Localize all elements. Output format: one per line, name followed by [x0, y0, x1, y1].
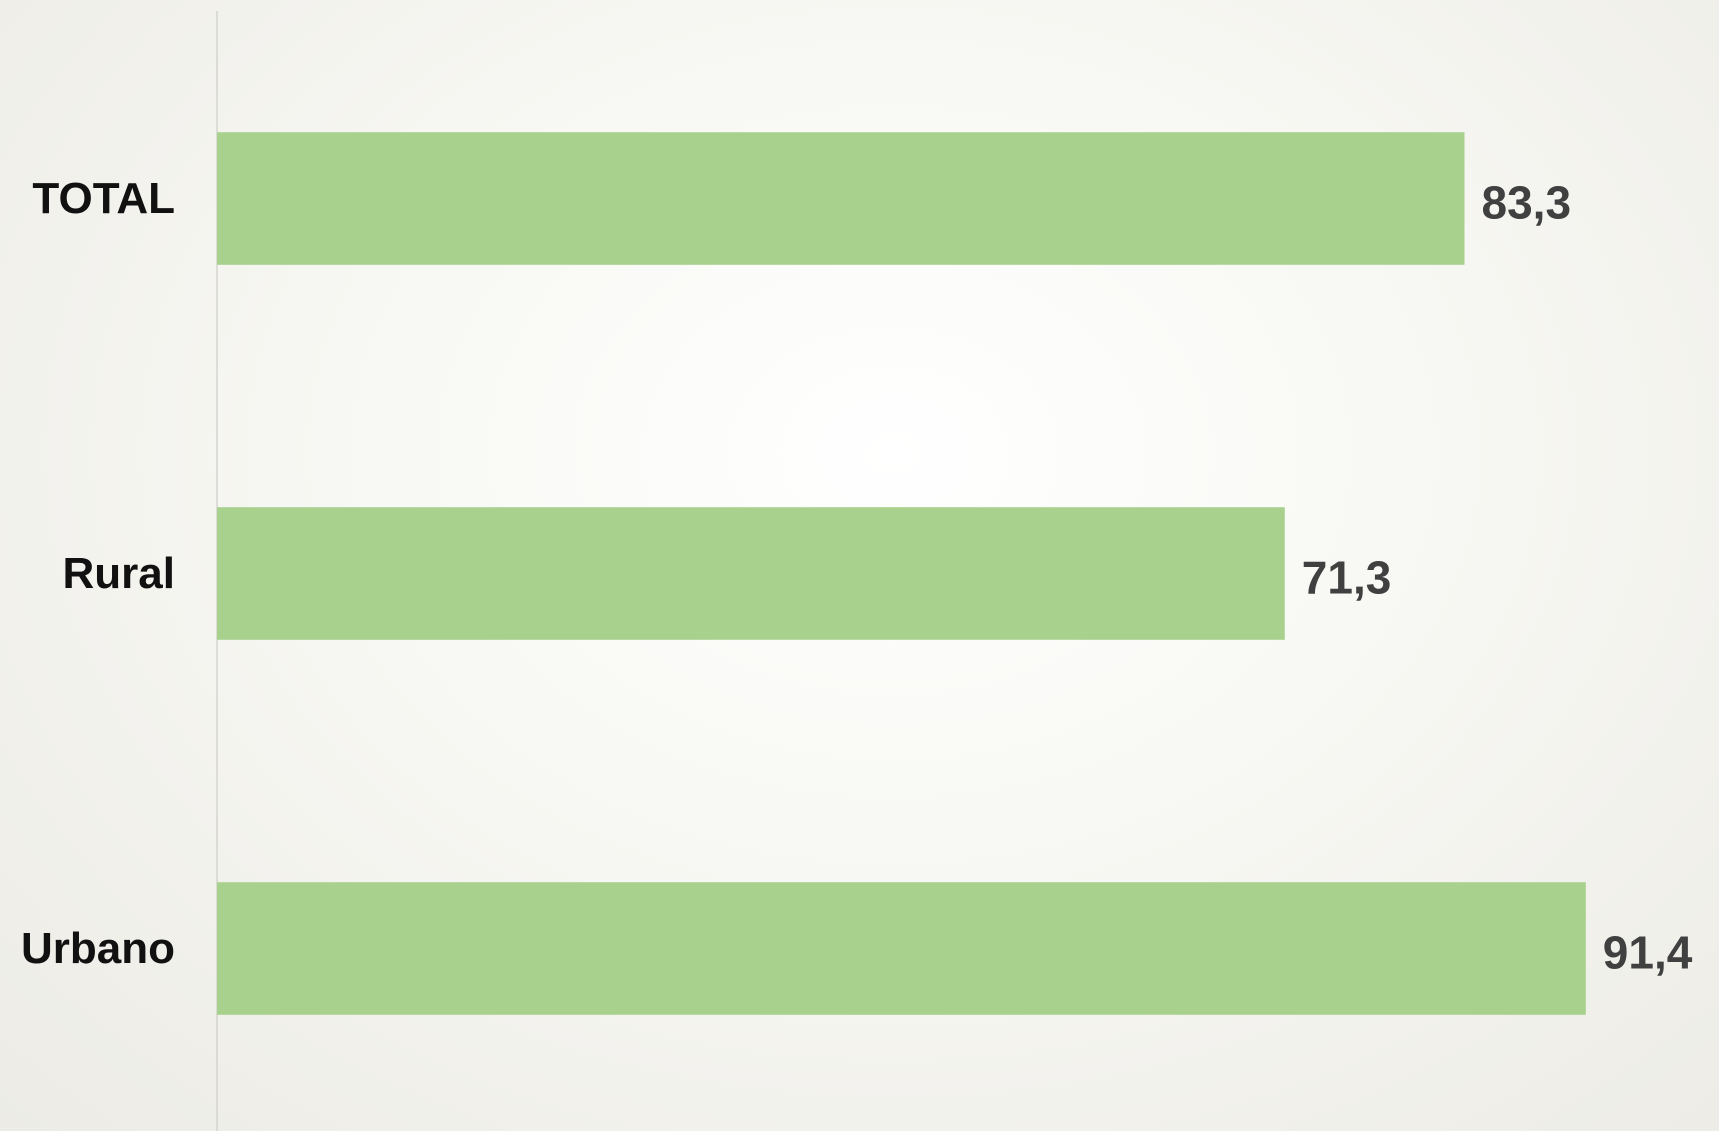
category-label: Urbano — [21, 924, 175, 973]
category-label: Rural — [63, 549, 175, 598]
bar — [217, 507, 1285, 640]
value-label: 83,3 — [1482, 177, 1572, 229]
bar — [217, 132, 1465, 265]
value-label: 91,4 — [1603, 927, 1693, 979]
bar — [217, 882, 1586, 1015]
category-label: TOTAL — [32, 174, 175, 223]
value-label: 71,3 — [1302, 552, 1392, 604]
